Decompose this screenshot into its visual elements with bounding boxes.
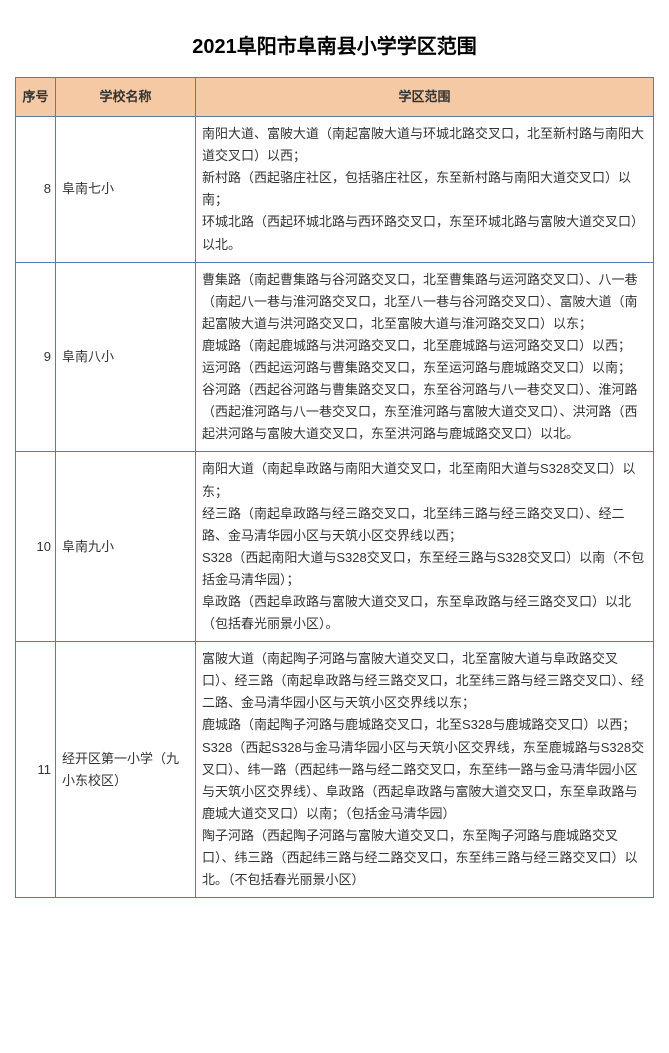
cell-scope: 南阳大道、富陂大道（南起富陂大道与环城北路交叉口，北至新村路与南阳大道交叉口）以… — [196, 117, 654, 263]
cell-idx: 10 — [16, 452, 56, 642]
cell-scope: 曹集路（南起曹集路与谷河路交叉口，北至曹集路与运河路交叉口）、八一巷（南起八一巷… — [196, 262, 654, 452]
table-row: 11 经开区第一小学（九小东校区） 富陂大道（南起陶子河路与富陂大道交叉口，北至… — [16, 642, 654, 898]
cell-name: 经开区第一小学（九小东校区） — [56, 642, 196, 898]
header-name: 学校名称 — [56, 78, 196, 117]
cell-name: 阜南九小 — [56, 452, 196, 642]
header-idx: 序号 — [16, 78, 56, 117]
cell-name: 阜南八小 — [56, 262, 196, 452]
cell-scope: 南阳大道（南起阜政路与南阳大道交叉口，北至南阳大道与S328交叉口）以东；经三路… — [196, 452, 654, 642]
table-row: 10 阜南九小 南阳大道（南起阜政路与南阳大道交叉口，北至南阳大道与S328交叉… — [16, 452, 654, 642]
table-row: 9 阜南八小 曹集路（南起曹集路与谷河路交叉口，北至曹集路与运河路交叉口）、八一… — [16, 262, 654, 452]
cell-name: 阜南七小 — [56, 117, 196, 263]
table-row: 8 阜南七小 南阳大道、富陂大道（南起富陂大道与环城北路交叉口，北至新村路与南阳… — [16, 117, 654, 263]
cell-idx: 9 — [16, 262, 56, 452]
page-title: 2021阜阳市阜南县小学学区范围 — [15, 30, 654, 59]
header-scope: 学区范围 — [196, 78, 654, 117]
table-header-row: 序号 学校名称 学区范围 — [16, 78, 654, 117]
cell-idx: 8 — [16, 117, 56, 263]
cell-scope: 富陂大道（南起陶子河路与富陂大道交叉口，北至富陂大道与阜政路交叉口）、经三路（南… — [196, 642, 654, 898]
district-table: 序号 学校名称 学区范围 8 阜南七小 南阳大道、富陂大道（南起富陂大道与环城北… — [15, 77, 654, 898]
cell-idx: 11 — [16, 642, 56, 898]
